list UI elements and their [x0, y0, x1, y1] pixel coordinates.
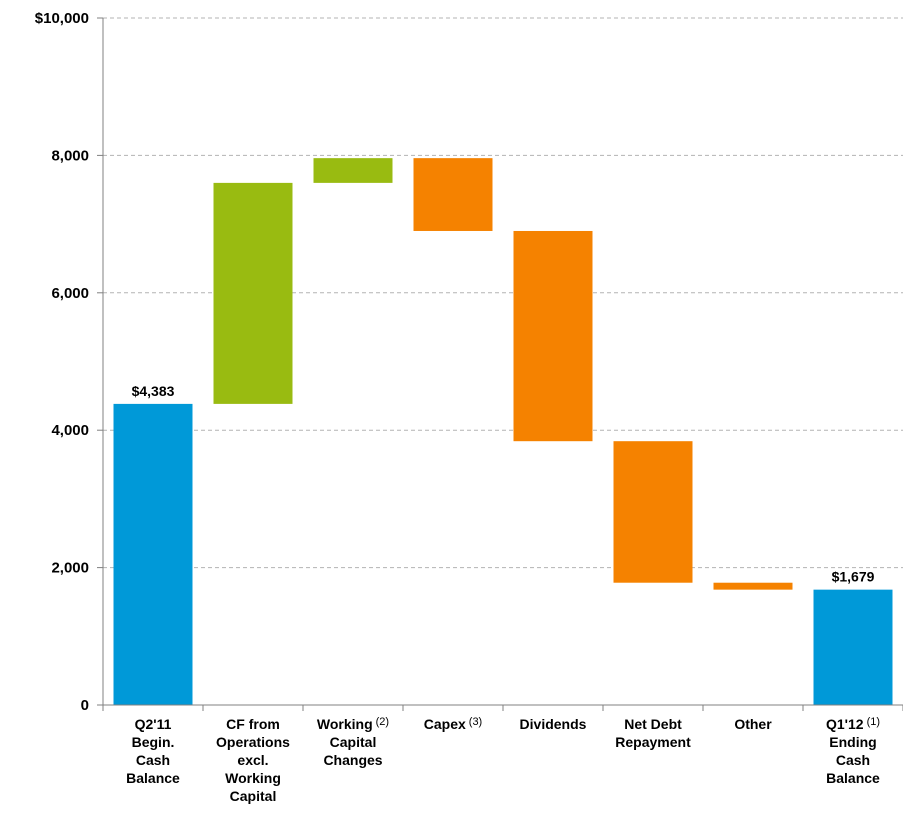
x-tick-label: Other [734, 716, 772, 732]
bar-increase [313, 158, 393, 183]
data-label: $1,679 [832, 569, 875, 585]
labels: 0 2,000 4,000 6,000 8,000 $10,000 $4,383 $1,679… [35, 10, 880, 804]
x-tick-label: Working (2) Capital Changes [317, 716, 389, 768]
y-tick-label: 4,000 [51, 422, 89, 439]
y-tick-label: 8,000 [51, 147, 89, 164]
x-tick-label: Capex (3) [424, 716, 482, 732]
y-tick-label: $10,000 [35, 10, 89, 27]
x-tick-label: Q2'11 Begin. Cash Balance [126, 716, 180, 786]
y-tick-label: 0 [81, 697, 89, 714]
bar-decrease [613, 441, 693, 583]
bar-decrease [513, 230, 593, 442]
x-tick-label: CF from Operations excl. Working Capital [216, 716, 290, 804]
data-label: $4,383 [132, 383, 175, 399]
bar-total [113, 403, 193, 705]
y-tick-label: 6,000 [51, 285, 89, 302]
x-tick-label: Dividends [520, 716, 587, 732]
bar-total [813, 589, 893, 705]
bar-decrease [413, 158, 493, 231]
x-tick-label: Net Debt Repayment [615, 716, 691, 750]
bar-decrease [713, 582, 793, 590]
x-tick-label: Q1'12 (1) Ending Cash Balance [826, 716, 880, 786]
bar-increase [213, 182, 293, 404]
axes [97, 17, 903, 711]
y-tick-label: 2,000 [51, 560, 89, 577]
bars [113, 158, 893, 705]
